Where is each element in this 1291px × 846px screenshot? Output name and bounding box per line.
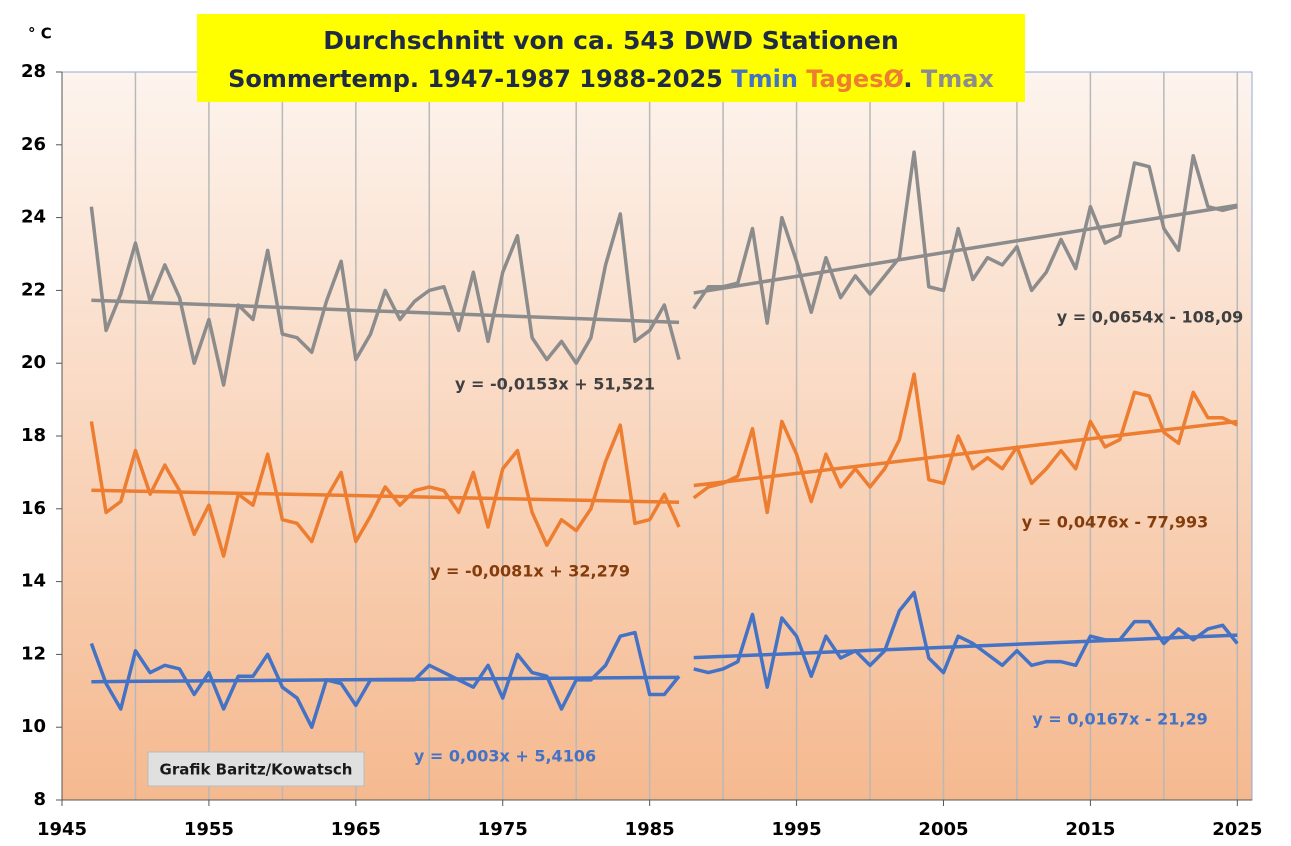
series-line [693, 590, 1239, 689]
trendline-equation: y = -0,0081x + 32,279 [430, 562, 630, 581]
x-tick-label: 2005 [918, 819, 968, 840]
y-tick-label: 26 [21, 134, 46, 155]
x-tick-label: 1975 [478, 819, 528, 840]
chart-title: Durchschnitt von ca. 543 DWD Stationen [323, 26, 899, 55]
series-name: Tmax [921, 65, 995, 93]
x-tick-label: 1965 [331, 819, 381, 840]
trend-line [91, 298, 680, 325]
trendline-equation: y = 0,0476x - 77,993 [1022, 513, 1209, 532]
x-tick-label: 1985 [625, 819, 675, 840]
y-tick-label: 22 [21, 279, 46, 300]
trend-line [693, 419, 1238, 488]
trendline-equation: y = -0,0153x + 51,521 [455, 375, 655, 394]
series-name: Tmin [731, 65, 798, 93]
trendline-equation: y = 0,0167x - 21,29 [1032, 710, 1207, 729]
x-tick-label: 2015 [1065, 819, 1115, 840]
series-line [89, 421, 681, 558]
annotation-box [147, 751, 365, 787]
title-box [197, 14, 1025, 102]
x-tick-label: 1955 [184, 819, 234, 840]
annotation: Grafik Baritz/Kowatsch [160, 761, 353, 779]
y-tick-label: 16 [21, 498, 46, 519]
y-tick-label: 28 [21, 61, 46, 82]
series-line [692, 150, 1238, 325]
y-tick-label: 24 [21, 207, 46, 228]
series-line [89, 206, 681, 387]
chart-subtitle-line: Sommertemp. 1947-1987 1988-2025 Tmin Tag… [228, 65, 994, 93]
y-tick-label: 12 [21, 643, 46, 664]
trend-line [91, 488, 680, 504]
trendline-equation: y = 0,0654x - 108,09 [1057, 308, 1244, 327]
chart-subtitle: Sommertemp. 1947-1987 1988-2025 [228, 65, 723, 93]
y-tick-label: 10 [21, 716, 46, 737]
y-unit: ° C [28, 25, 52, 43]
series-name: TagesØ [806, 65, 903, 93]
y-tick-label: 20 [21, 352, 46, 373]
name-separator: . [903, 65, 912, 93]
y-tick-label: 18 [21, 425, 46, 446]
trendline-equation: y = 0,003x + 5,4106 [414, 747, 596, 766]
plot-area [61, 71, 1253, 801]
trend-line [91, 675, 680, 684]
x-tick-label: 1945 [37, 819, 87, 840]
y-tick-label: 14 [21, 571, 46, 592]
x-tick-label: 2025 [1212, 819, 1262, 840]
trend-line [693, 633, 1238, 660]
x-tick-label: 1995 [772, 819, 822, 840]
trend-line [693, 203, 1238, 295]
y-tick-label: 8 [33, 789, 46, 810]
